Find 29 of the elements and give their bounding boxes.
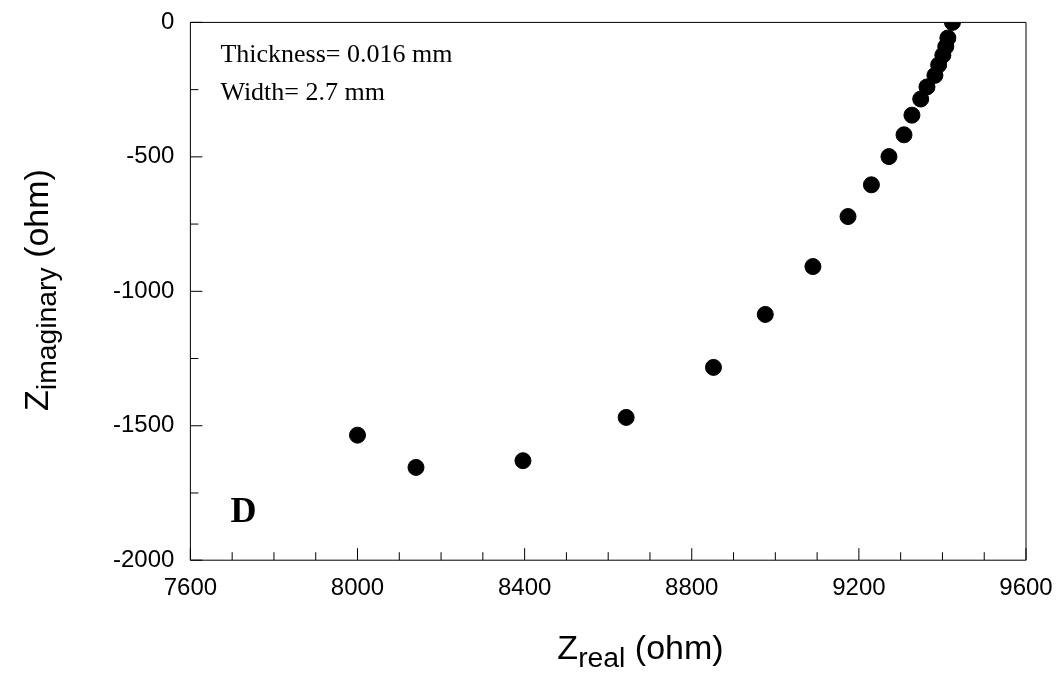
point (895, 126, 913, 144)
x-tick-label: 8800 (665, 573, 719, 601)
annotation: D (230, 490, 257, 531)
point (514, 452, 532, 470)
y-tick-label: -2000 (112, 544, 175, 572)
x-tick-label: 7600 (163, 573, 218, 601)
x-axis-title: Z$_{real}$ (ohm) (556, 628, 725, 674)
point (349, 426, 367, 444)
point (407, 458, 425, 476)
point (903, 106, 921, 124)
point (862, 176, 880, 194)
point (880, 148, 898, 166)
annotation: Thickness= 0.016 mm (220, 39, 453, 69)
y-tick-label: -500 (126, 141, 175, 169)
point (918, 78, 936, 96)
point (804, 258, 822, 276)
y-tick-label: -1500 (112, 410, 175, 438)
x-tick-label: 8400 (497, 573, 552, 601)
x-tick-label: 9600 (999, 573, 1053, 601)
point (704, 358, 722, 376)
x-tick-label: 8000 (330, 573, 385, 601)
y-tick-label: -1000 (112, 275, 175, 303)
point (912, 90, 930, 108)
point (756, 305, 774, 323)
annotation: Width= 2.7 mm (220, 77, 385, 107)
y-tick-label: 0 (161, 7, 175, 35)
x-tick-label: 9200 (832, 573, 886, 601)
point (617, 408, 635, 426)
point (839, 208, 857, 226)
